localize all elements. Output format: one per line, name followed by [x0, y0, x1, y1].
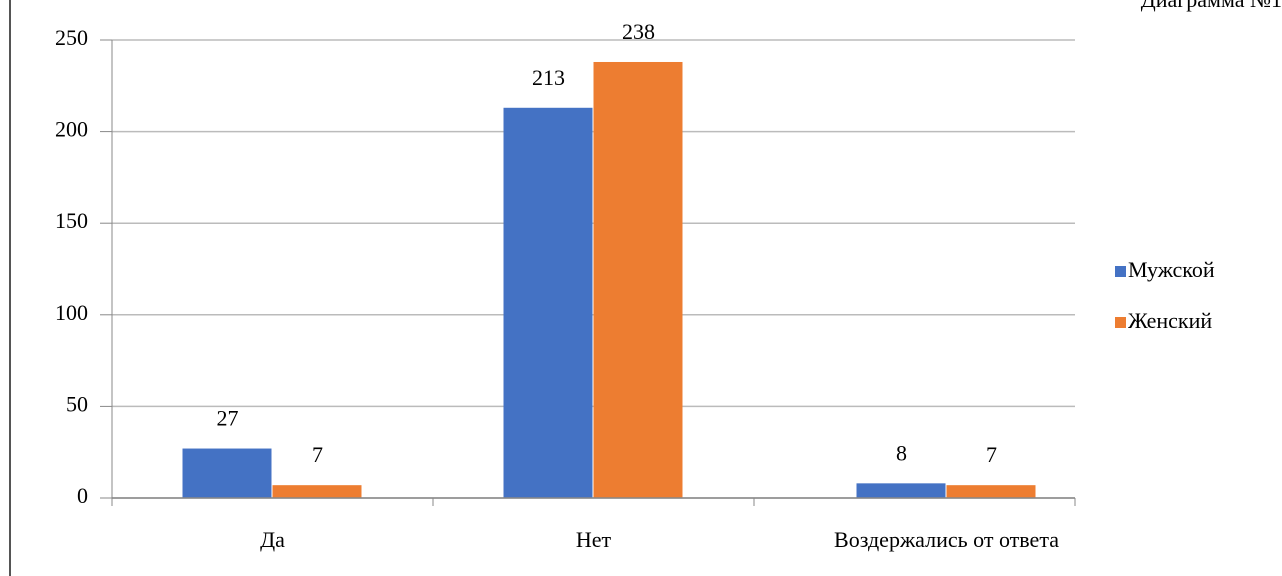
- y-tick-label: 200: [55, 117, 88, 142]
- legend-swatch: [1115, 317, 1126, 328]
- bar: [182, 448, 272, 498]
- x-tick-label: Да: [260, 527, 285, 552]
- data-label: 27: [217, 406, 239, 431]
- y-tick-label: 50: [66, 391, 88, 416]
- y-tick-label: 100: [55, 300, 88, 325]
- legend-label: Женский: [1128, 308, 1212, 333]
- legend-swatch: [1115, 266, 1126, 277]
- y-tick-label: 150: [55, 208, 88, 233]
- legend-label: Мужской: [1128, 257, 1215, 282]
- chart-title: Диаграмма №1: [1141, 0, 1282, 12]
- bar: [946, 485, 1036, 498]
- data-label: 7: [986, 442, 997, 467]
- data-label: 7: [312, 442, 323, 467]
- bar: [272, 485, 362, 498]
- bar: [593, 61, 683, 498]
- bar: [856, 483, 946, 498]
- x-tick-label: Воздержались от ответа: [834, 527, 1059, 552]
- y-tick-label: 250: [55, 25, 88, 50]
- y-tick-label: 0: [77, 483, 88, 508]
- x-tick-label: Нет: [576, 527, 612, 552]
- data-label: 238: [622, 19, 655, 44]
- bar: [503, 107, 593, 498]
- data-label: 213: [532, 65, 565, 90]
- data-label: 8: [896, 440, 907, 465]
